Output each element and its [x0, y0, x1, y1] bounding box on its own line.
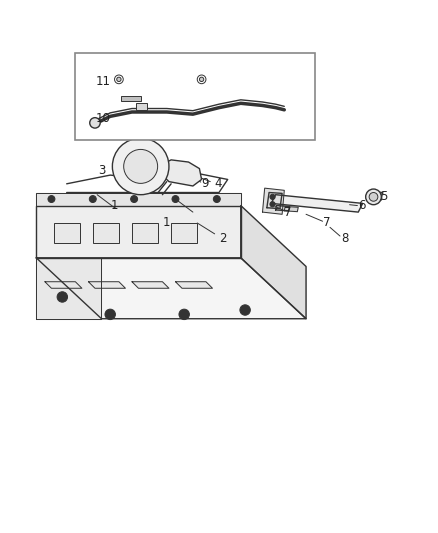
Polygon shape — [45, 282, 82, 288]
Circle shape — [48, 196, 55, 203]
Circle shape — [113, 138, 169, 195]
Polygon shape — [276, 103, 293, 112]
Polygon shape — [88, 282, 125, 288]
Polygon shape — [36, 192, 241, 206]
Polygon shape — [36, 206, 241, 258]
Circle shape — [172, 196, 179, 203]
Circle shape — [115, 75, 123, 84]
Text: 9: 9 — [201, 177, 209, 190]
Polygon shape — [271, 195, 363, 212]
Circle shape — [213, 196, 220, 203]
Bar — [132, 223, 158, 243]
Bar — [171, 223, 197, 243]
Circle shape — [57, 292, 67, 302]
Circle shape — [240, 305, 251, 315]
Text: 4: 4 — [215, 177, 222, 190]
Circle shape — [90, 118, 100, 128]
Circle shape — [105, 309, 116, 320]
Polygon shape — [160, 160, 201, 186]
Circle shape — [179, 309, 189, 320]
Bar — [53, 223, 80, 243]
Circle shape — [131, 196, 138, 203]
Text: 3: 3 — [99, 164, 106, 177]
Polygon shape — [369, 192, 382, 200]
Text: 10: 10 — [95, 112, 110, 125]
Circle shape — [366, 189, 381, 205]
Circle shape — [270, 201, 275, 207]
Polygon shape — [267, 192, 282, 208]
Bar — [136, 103, 147, 110]
Text: 2: 2 — [219, 232, 226, 245]
Text: 1: 1 — [162, 216, 170, 230]
Text: 11: 11 — [95, 75, 110, 88]
Polygon shape — [241, 206, 306, 319]
Text: 5: 5 — [380, 190, 387, 204]
Text: 1: 1 — [110, 199, 118, 212]
Circle shape — [124, 149, 158, 183]
Polygon shape — [284, 206, 298, 212]
Circle shape — [369, 192, 378, 201]
Polygon shape — [176, 282, 212, 288]
Polygon shape — [132, 282, 169, 288]
Polygon shape — [276, 206, 290, 211]
Bar — [93, 223, 119, 243]
Text: 7: 7 — [284, 206, 292, 219]
Polygon shape — [36, 258, 306, 319]
Bar — [75, 53, 315, 140]
Circle shape — [89, 196, 96, 203]
Text: 6: 6 — [358, 199, 366, 212]
Circle shape — [117, 77, 121, 82]
Polygon shape — [106, 71, 219, 88]
Circle shape — [199, 77, 204, 82]
Text: 7: 7 — [323, 216, 331, 230]
Text: 8: 8 — [341, 232, 348, 245]
Circle shape — [197, 75, 206, 84]
Polygon shape — [262, 188, 284, 214]
Polygon shape — [36, 258, 102, 319]
Circle shape — [270, 194, 275, 199]
Bar — [121, 96, 141, 101]
